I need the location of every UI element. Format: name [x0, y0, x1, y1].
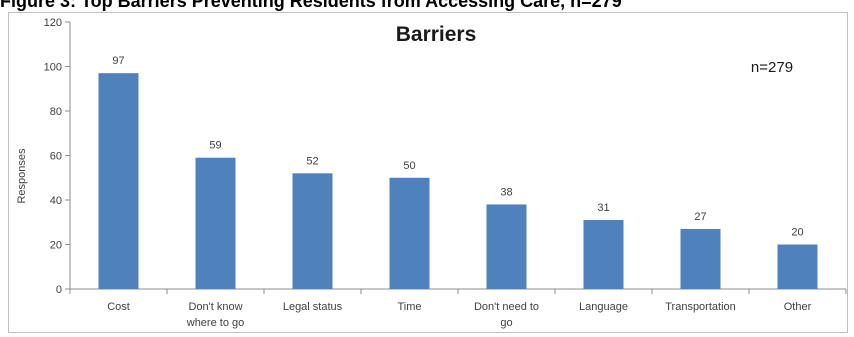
bar — [486, 204, 527, 289]
y-tick-label: 60 — [50, 151, 62, 163]
data-label: 20 — [791, 227, 803, 239]
bar — [777, 244, 818, 289]
y-axis-label: Responses — [16, 148, 28, 204]
page-header-text: Figure 3: Top Barriers Preventing Reside… — [0, 0, 622, 11]
x-tick-label: Cost — [107, 301, 130, 313]
x-tick-label: Other — [784, 301, 812, 313]
data-label: 27 — [694, 211, 706, 223]
y-tick-label: 0 — [56, 284, 62, 296]
bar — [195, 157, 236, 289]
bar — [292, 173, 333, 289]
x-tick-label: Don't know — [188, 301, 242, 313]
y-tick-label: 40 — [50, 195, 62, 207]
data-label: 31 — [597, 202, 609, 214]
bar — [583, 220, 624, 289]
data-label: 38 — [500, 186, 512, 198]
y-tick-label: 20 — [50, 240, 62, 252]
labels: 97 Cost 59 Don't know where to go 52 Legal sta… — [107, 55, 811, 329]
data-label: 52 — [306, 155, 318, 167]
x-tick-label: Don't need to — [474, 301, 539, 313]
chart-title: Barriers — [396, 23, 477, 46]
x-tick-label: Language — [579, 301, 628, 313]
bar — [98, 73, 139, 289]
x-tick-label: where to go — [186, 317, 244, 329]
data-label: 97 — [112, 55, 124, 67]
bar — [680, 228, 721, 289]
x-tick-label: Transportation — [665, 301, 736, 313]
bar — [389, 177, 430, 289]
page-header-fragment: Figure 3: Top Barriers Preventing Reside… — [0, 0, 854, 12]
data-label: 59 — [209, 140, 221, 152]
bars — [98, 73, 818, 289]
y-tick-label: 100 — [44, 62, 62, 74]
x-tick-label: go — [500, 317, 512, 329]
sample-size-annotation: n=279 — [751, 59, 793, 76]
axes: 0 20 40 60 80 100 120 — [44, 17, 847, 296]
x-tick-label: Legal status — [283, 301, 343, 313]
y-tick-label: 120 — [44, 17, 62, 29]
data-label: 50 — [403, 160, 415, 172]
y-tick-label: 80 — [50, 106, 62, 118]
x-tick-label: Time — [397, 301, 421, 313]
